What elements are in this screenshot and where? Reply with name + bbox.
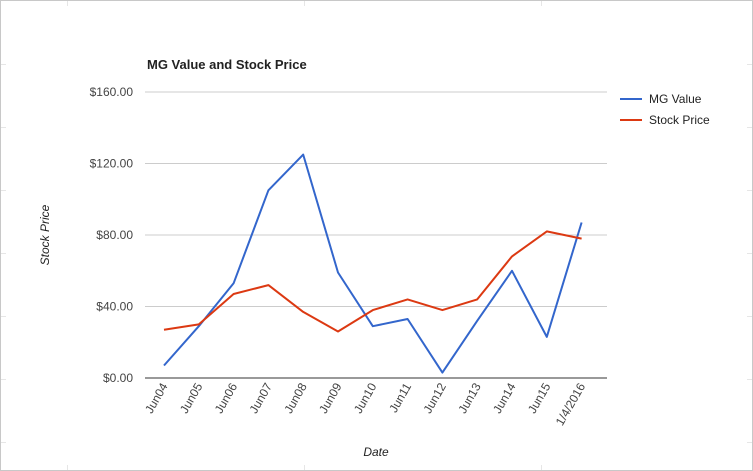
y-tick-label: $40.00 — [96, 300, 133, 314]
series-lines — [163, 153, 583, 374]
gridlines — [145, 91, 607, 379]
legend: MG Value Stock Price — [620, 92, 710, 127]
y-axis-ticks: $0.00 $40.00 $80.00 $120.00 $160.00 — [90, 85, 134, 385]
y-tick-label: $120.00 — [90, 157, 134, 171]
chart-title: MG Value and Stock Price — [147, 57, 307, 72]
x-axis-label: Date — [363, 445, 389, 459]
legend-label: MG Value — [649, 92, 702, 106]
y-tick-label: $80.00 — [96, 228, 133, 242]
y-tick-label: $0.00 — [103, 371, 133, 385]
legend-label: Stock Price — [649, 113, 710, 127]
y-tick-label: $160.00 — [90, 85, 134, 99]
y-axis-label: Stock Price — [38, 204, 52, 265]
